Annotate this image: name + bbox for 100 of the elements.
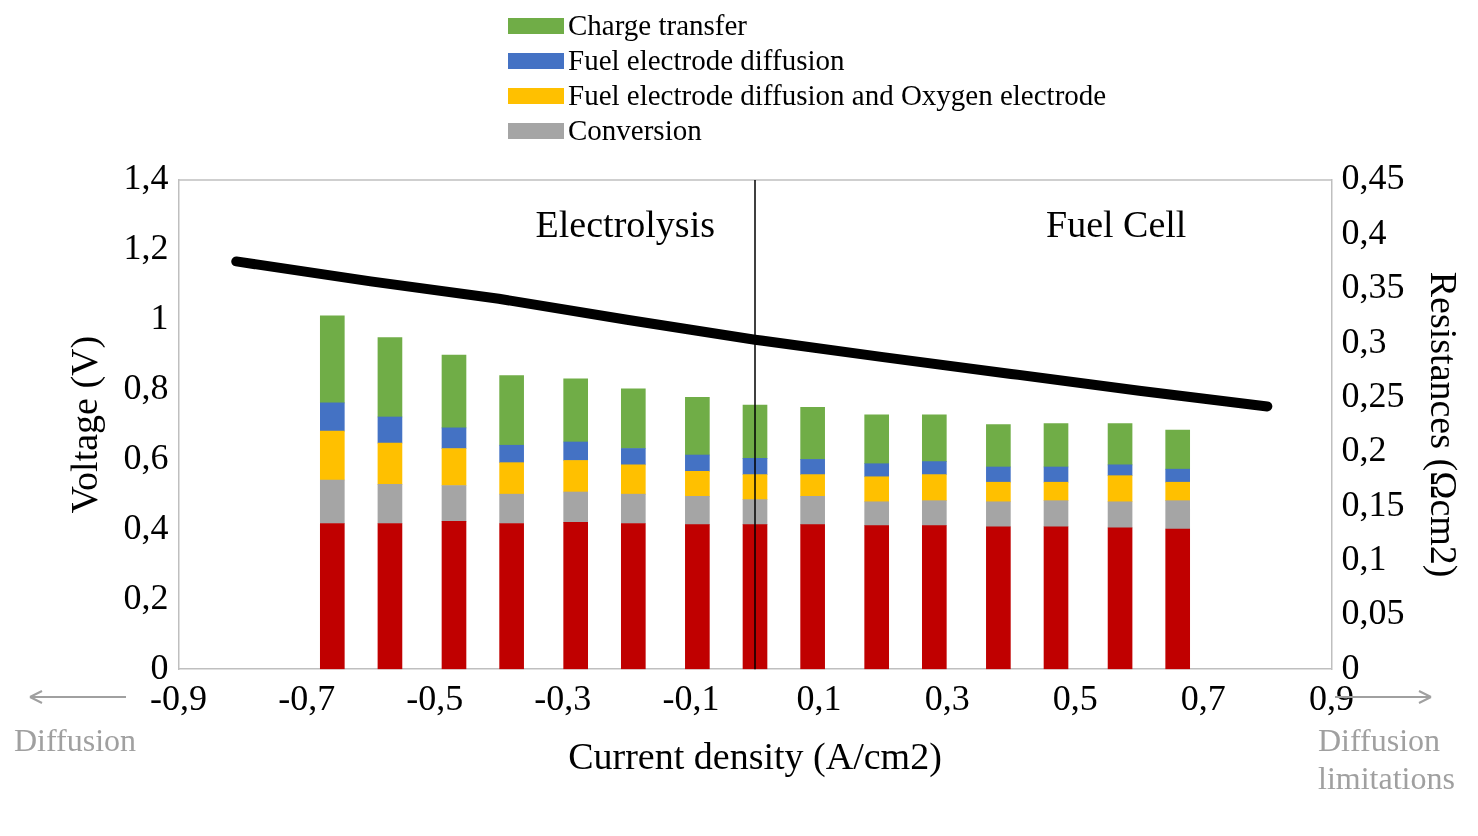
bar bbox=[499, 523, 524, 670]
bar bbox=[986, 501, 1011, 528]
x-axis-title: Current density (A/cm2) bbox=[568, 735, 942, 779]
bar bbox=[800, 474, 825, 497]
bar bbox=[620, 464, 646, 495]
bar bbox=[921, 525, 947, 670]
y-tick-label: 0,8 bbox=[123, 367, 169, 408]
x-tick-label: 0,5 bbox=[1052, 678, 1098, 719]
x-tick-label: -0,7 bbox=[278, 678, 336, 719]
bar bbox=[864, 525, 890, 670]
bar bbox=[319, 430, 345, 481]
bar bbox=[441, 521, 467, 670]
bar bbox=[377, 484, 403, 524]
y-tick-label: 1 bbox=[150, 297, 169, 338]
bar bbox=[800, 406, 825, 460]
bar bbox=[499, 462, 524, 495]
bar bbox=[800, 459, 825, 475]
bar bbox=[921, 461, 947, 475]
bar bbox=[1165, 429, 1191, 470]
bar bbox=[499, 375, 524, 446]
bar bbox=[1107, 423, 1133, 466]
bar bbox=[864, 414, 890, 465]
y2-tick-label: 0,15 bbox=[1341, 483, 1405, 524]
bar bbox=[800, 496, 825, 525]
bar bbox=[1043, 423, 1069, 468]
x-tick-label: 0,1 bbox=[796, 678, 842, 719]
bar bbox=[986, 526, 1011, 670]
legend-label: Fuel electrode diffusion and Oxygen electrode bbox=[568, 78, 1107, 113]
bar bbox=[1043, 526, 1069, 670]
bar bbox=[319, 315, 345, 404]
bar bbox=[1165, 528, 1191, 670]
bar bbox=[1043, 466, 1069, 483]
bar bbox=[685, 496, 710, 525]
bar bbox=[377, 442, 403, 485]
y-tick-label: 1,4 bbox=[123, 157, 169, 198]
bar bbox=[1165, 468, 1191, 483]
bar bbox=[921, 414, 947, 462]
y-tick-label: 0,4 bbox=[123, 506, 169, 547]
bar bbox=[864, 463, 890, 478]
bar bbox=[1043, 500, 1069, 528]
bar bbox=[441, 485, 467, 522]
y2-tick-label: 0,25 bbox=[1341, 374, 1405, 415]
bar bbox=[1107, 501, 1133, 529]
y2-axis-title: Resistances (Ωcm2) bbox=[1422, 271, 1466, 578]
bar bbox=[563, 491, 589, 523]
legend-label: Fuel electrode diffusion bbox=[568, 43, 845, 78]
bar bbox=[620, 523, 646, 670]
bar bbox=[319, 402, 345, 432]
bar bbox=[563, 522, 589, 670]
bar bbox=[499, 444, 524, 463]
y2-tick-label: 0,4 bbox=[1341, 211, 1387, 252]
text: Diffusion limitations bbox=[1318, 721, 1456, 798]
bar bbox=[921, 474, 947, 502]
bar bbox=[864, 501, 890, 527]
bar bbox=[685, 471, 710, 497]
x-tick-label: 0,7 bbox=[1180, 678, 1226, 719]
bar bbox=[986, 481, 1011, 503]
y-tick-label: 0,6 bbox=[123, 437, 169, 477]
bar bbox=[377, 523, 403, 670]
y2-tick-label: 0,2 bbox=[1341, 429, 1387, 470]
bar bbox=[441, 448, 467, 486]
bar bbox=[441, 354, 467, 429]
bar bbox=[499, 493, 524, 524]
legend-label: Charge transfer bbox=[568, 8, 748, 43]
bar bbox=[864, 476, 890, 503]
bar bbox=[986, 466, 1011, 483]
bar bbox=[620, 448, 646, 466]
bar bbox=[921, 500, 947, 527]
bar bbox=[1107, 475, 1133, 503]
y2-tick-label: 0,35 bbox=[1341, 266, 1405, 307]
bar bbox=[685, 397, 710, 456]
legend-label: Conversion bbox=[568, 113, 702, 148]
bar bbox=[1107, 527, 1133, 670]
y-tick-label: 1,2 bbox=[123, 227, 169, 268]
bar bbox=[377, 337, 403, 418]
y-axis-title: Voltage (V) bbox=[62, 335, 106, 514]
text: Diffusion bbox=[14, 721, 137, 760]
bar bbox=[319, 479, 345, 524]
bar bbox=[441, 427, 467, 449]
bar bbox=[620, 493, 646, 524]
y2-tick-label: 0,3 bbox=[1341, 320, 1387, 361]
y2-tick-label: 0,05 bbox=[1341, 592, 1405, 633]
x-tick-label: 0,3 bbox=[924, 678, 970, 719]
bar bbox=[800, 524, 825, 670]
bar bbox=[1043, 481, 1069, 502]
x-tick-label: -0,5 bbox=[406, 678, 464, 719]
bar bbox=[563, 441, 589, 461]
x-tick-label: -0,3 bbox=[534, 678, 592, 719]
y2-tick-label: 0,45 bbox=[1341, 157, 1405, 198]
bar bbox=[377, 416, 403, 444]
bar bbox=[1107, 464, 1133, 477]
bar bbox=[685, 524, 710, 670]
bar bbox=[685, 454, 710, 472]
annotation: Electrolysis bbox=[535, 202, 715, 246]
bar bbox=[319, 523, 345, 670]
bar bbox=[986, 424, 1011, 468]
bar bbox=[563, 460, 589, 493]
x-tick-label: -0,1 bbox=[662, 678, 720, 719]
bar bbox=[563, 378, 589, 443]
bar bbox=[1165, 500, 1191, 530]
